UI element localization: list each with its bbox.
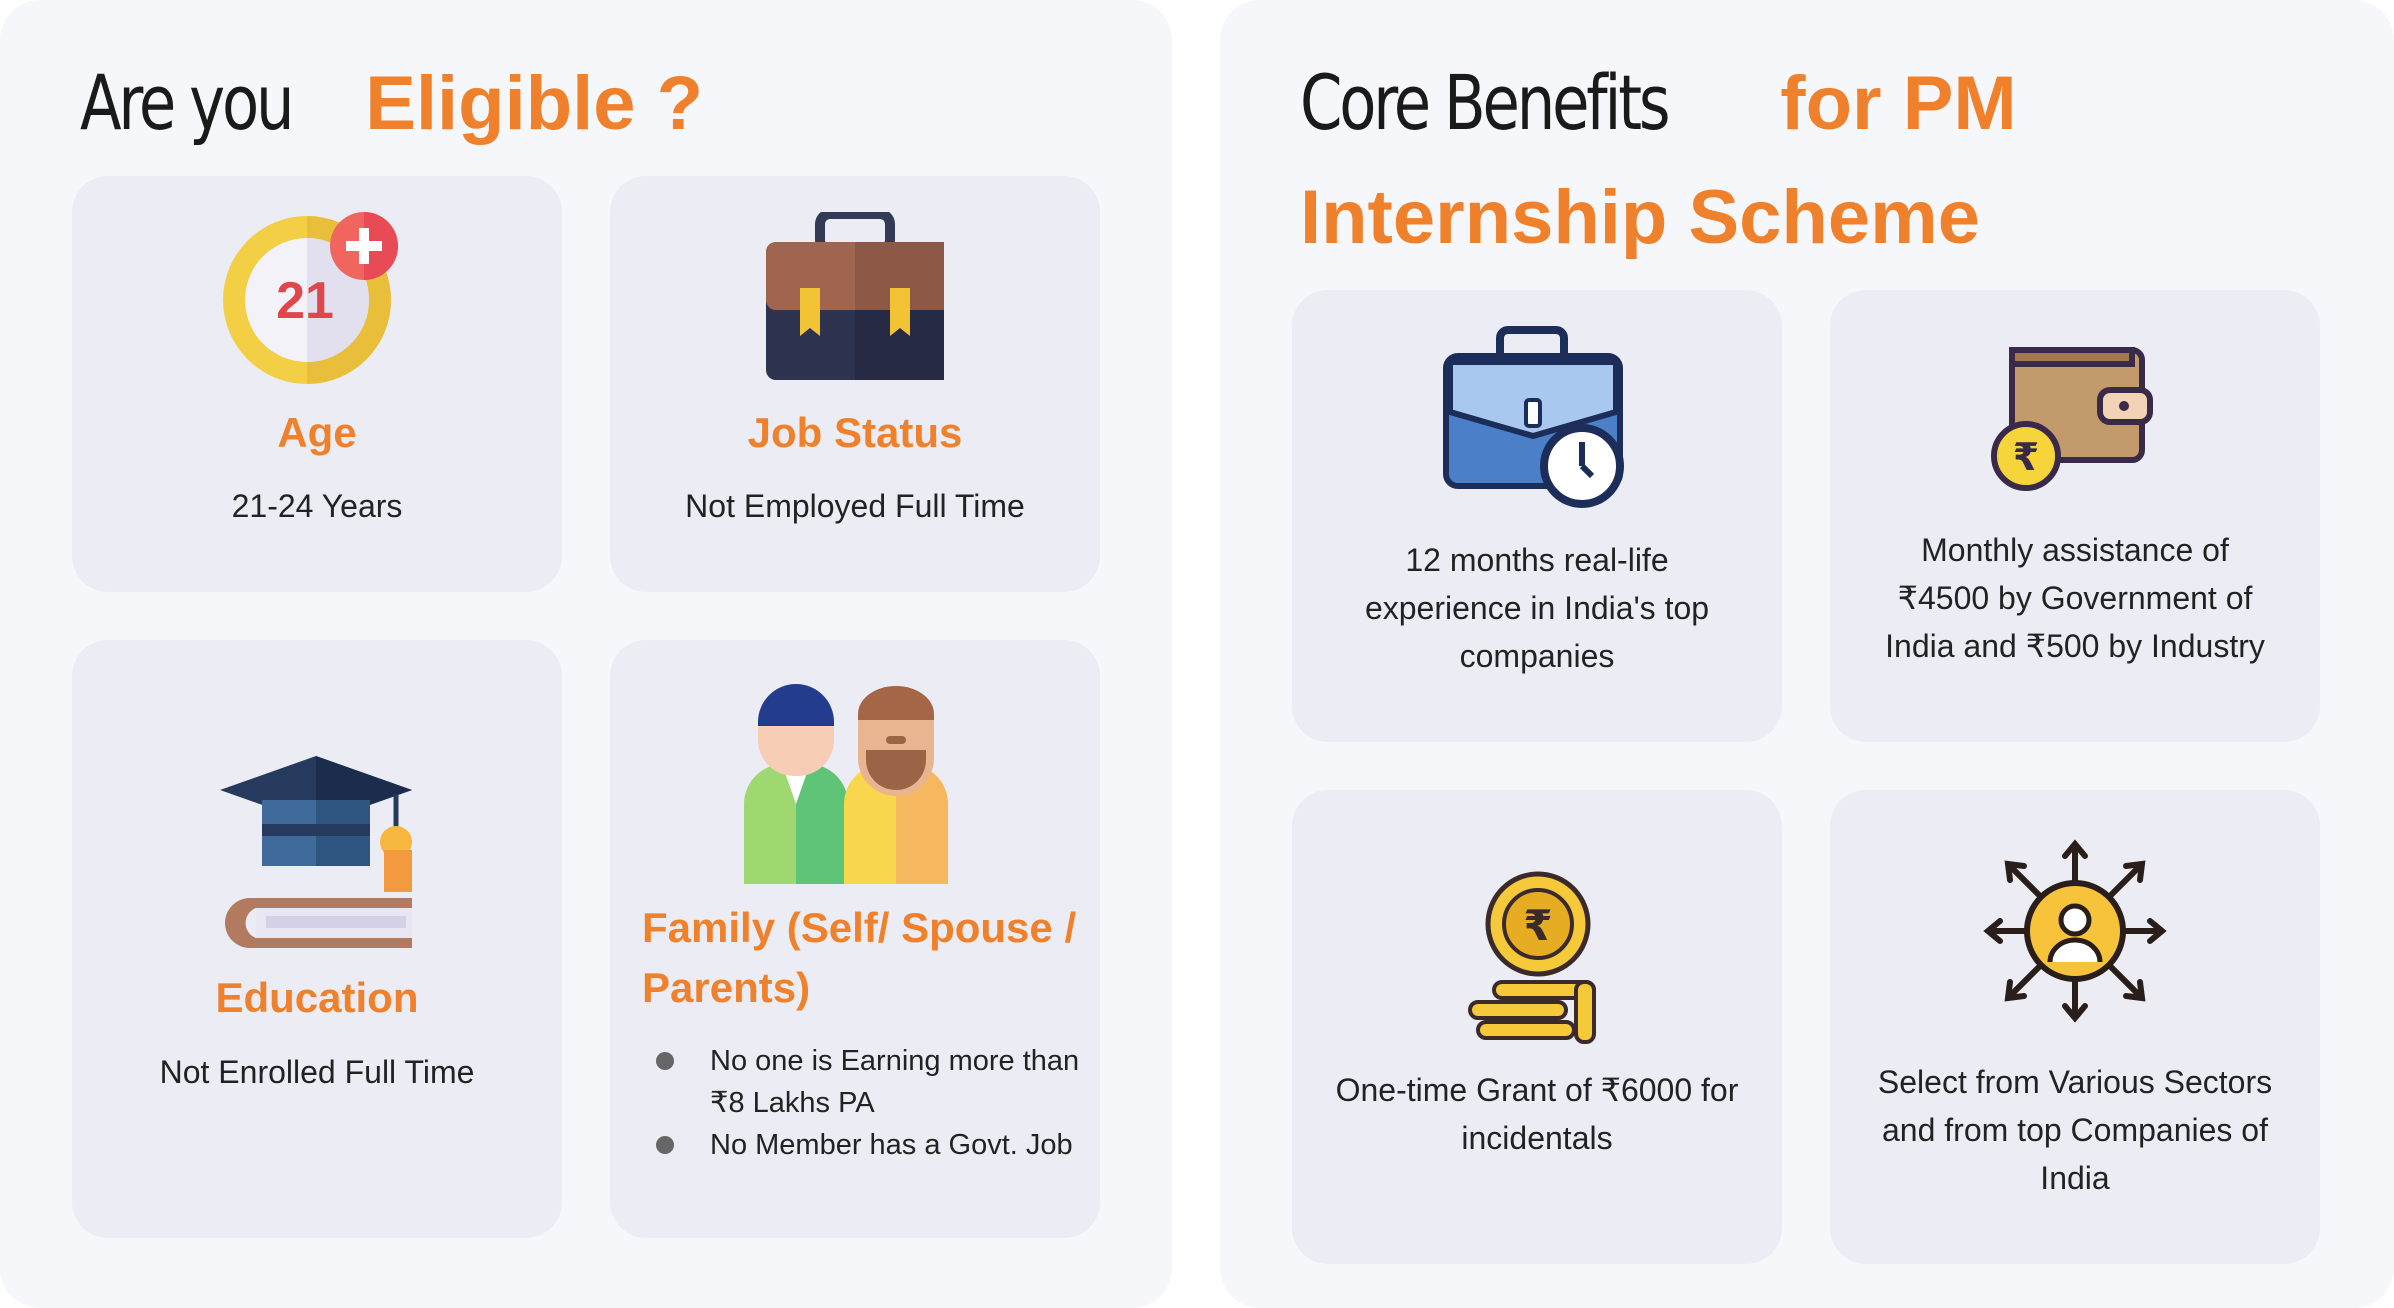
heading-plain-text: Core Benefits [1300,58,1671,147]
age-card: 21 Age 21-24 Years [72,176,562,592]
heading-accent-text: Eligible ? [365,61,704,146]
list-item: No one is Earning more than ₹8 Lakhs PA [650,1040,1090,1124]
benefit-card-experience: 12 months real-life experience in India'… [1292,290,1782,742]
job-status-card: Job Status Not Employed Full Time [610,176,1100,592]
benefit-sectors-text: Select from Various Sectors and from top… [1877,1064,2273,1196]
education-card: Education Not Enrolled Full Time [72,640,562,1238]
benefit-card-grant: ₹ One-time Grant of ₹6000 for incidental… [1292,790,1782,1264]
list-item: No Member has a Govt. Job [650,1124,1090,1166]
sectors-network-icon [1983,839,2167,1023]
family-people-icon [744,684,948,884]
family-title: Family (Self/ Spouse / Parents) [642,904,1077,1011]
benefit-card-assistance: ₹ Monthly assistance of ₹4500 by Governm… [1830,290,2320,742]
family-criteria-list: No one is Earning more than ₹8 Lakhs PA … [650,1040,1090,1166]
benefit-grant-text: One-time Grant of ₹6000 for incidentals [1335,1072,1739,1156]
benefit-card-sectors: Select from Various Sectors and from top… [1830,790,2320,1264]
benefits-heading: Core Benefits for PM Internship Scheme [1300,46,2360,275]
family-card: Family (Self/ Spouse / Parents) No one i… [610,640,1100,1238]
heading-accent-text: for PM Internship Scheme [1300,61,2017,260]
benefit-experience-text: 12 months real-life experience in India'… [1364,542,1710,674]
svg-text:21: 21 [276,272,334,330]
age-21-icon: 21 [223,212,398,384]
age-text: 21-24 Years [231,488,403,524]
svg-text:₹: ₹ [1523,901,1552,950]
briefcase-icon [766,212,944,380]
education-text: Not Enrolled Full Time [159,1054,475,1090]
benefit-assistance-text: Monthly assistance of ₹4500 by Governmen… [1885,532,2265,664]
job-status-text: Not Employed Full Time [685,488,1025,524]
graduation-cap-books-icon [220,756,412,948]
eligibility-heading: Are you Eligible ? [80,46,703,161]
briefcase-clock-icon [1443,326,1624,508]
svg-text:₹: ₹ [2013,435,2039,479]
rupee-coins-icon: ₹ [1468,871,1596,1044]
education-title: Education [215,974,419,1021]
age-title: Age [277,409,357,456]
heading-plain-text: Are you [80,58,295,147]
wallet-rupee-icon: ₹ [1991,347,2153,491]
job-status-title: Job Status [747,409,963,456]
